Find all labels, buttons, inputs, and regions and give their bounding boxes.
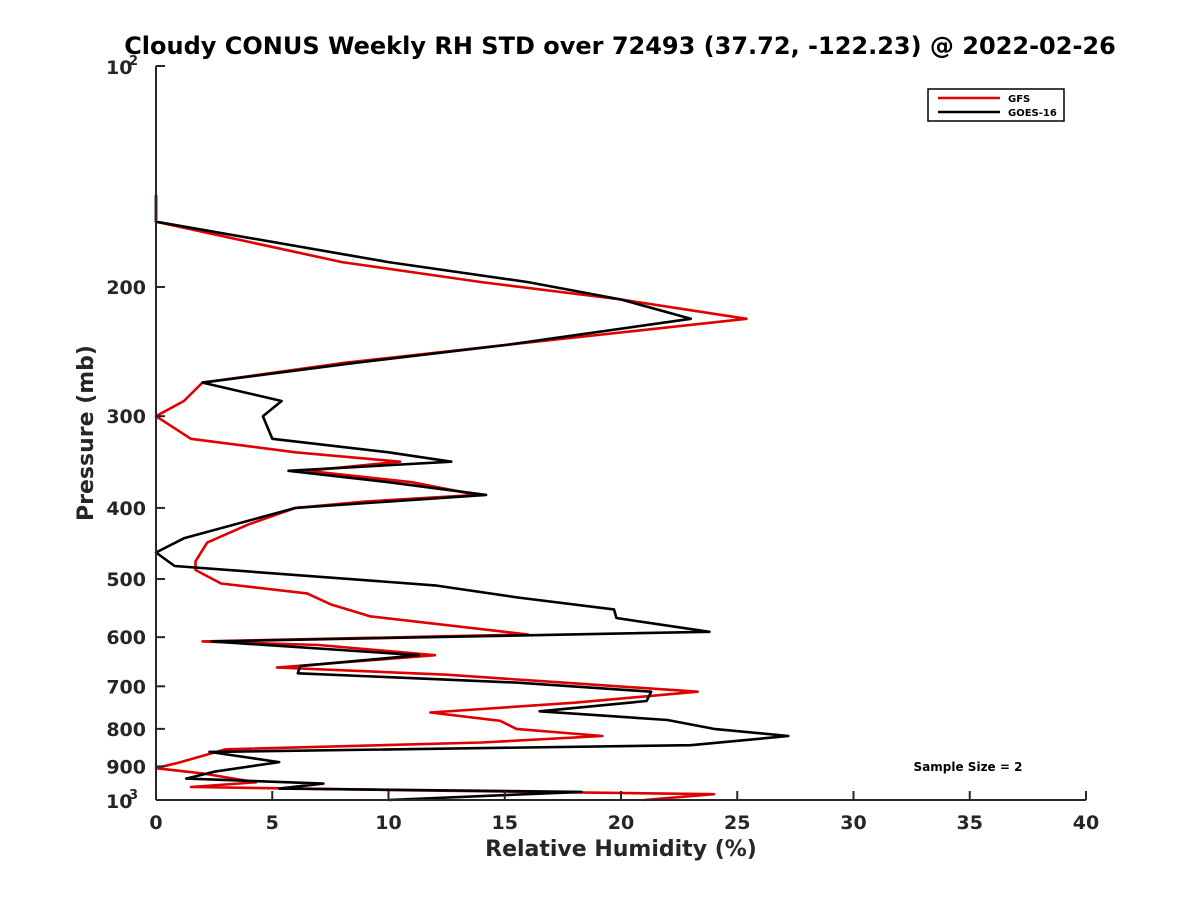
x-ticks: 0 5 10 15 20 25 30 35 40 [149, 791, 1099, 834]
y-tick-label-base: 10 [106, 791, 132, 813]
legend-label-gfs: GFS [1008, 94, 1030, 105]
legend-label-goes-16: GOES-16 [1008, 108, 1057, 119]
sample-size-annotation: Sample Size = 2 [914, 760, 1023, 774]
y-tick-label-exponent: 2 [129, 54, 138, 69]
chart-title: Cloudy CONUS Weekly RH STD over 72493 (3… [124, 32, 1116, 60]
series-line-gfs [154, 195, 748, 802]
y-tick-label-base: 10 [106, 57, 132, 79]
x-tick-label: 0 [149, 812, 162, 834]
y-tick-label: 800 [106, 719, 146, 741]
series-line-goes-16 [154, 195, 790, 802]
legend-box [927, 88, 1065, 122]
legend: GFS GOES-16 [927, 88, 1065, 122]
y-tick-label: 500 [106, 569, 146, 591]
x-axis-label: Relative Humidity (%) [485, 837, 757, 862]
y-tick-label-exponent: 3 [129, 788, 138, 803]
y-tick-label: 600 [106, 627, 146, 649]
y-tick-label: 900 [106, 756, 146, 778]
y-tick-label: 400 [106, 498, 146, 520]
x-tick-label: 40 [1073, 812, 1099, 834]
y-tick-label-power: 103 [106, 788, 138, 813]
x-tick-label: 25 [724, 812, 750, 834]
x-tick-label: 35 [957, 812, 983, 834]
y-tick-label-power: 102 [106, 54, 138, 79]
y-tick-label: 300 [106, 406, 146, 428]
x-tick-label: 20 [608, 812, 634, 834]
y-axis-label: Pressure (mb) [74, 345, 99, 521]
x-tick-label: 30 [840, 812, 866, 834]
y-tick-label: 700 [106, 676, 146, 698]
y-tick-label: 200 [106, 277, 146, 299]
series-lines [154, 195, 790, 802]
x-tick-label: 10 [375, 812, 401, 834]
x-tick-label: 5 [266, 812, 279, 834]
x-tick-label: 15 [492, 812, 518, 834]
